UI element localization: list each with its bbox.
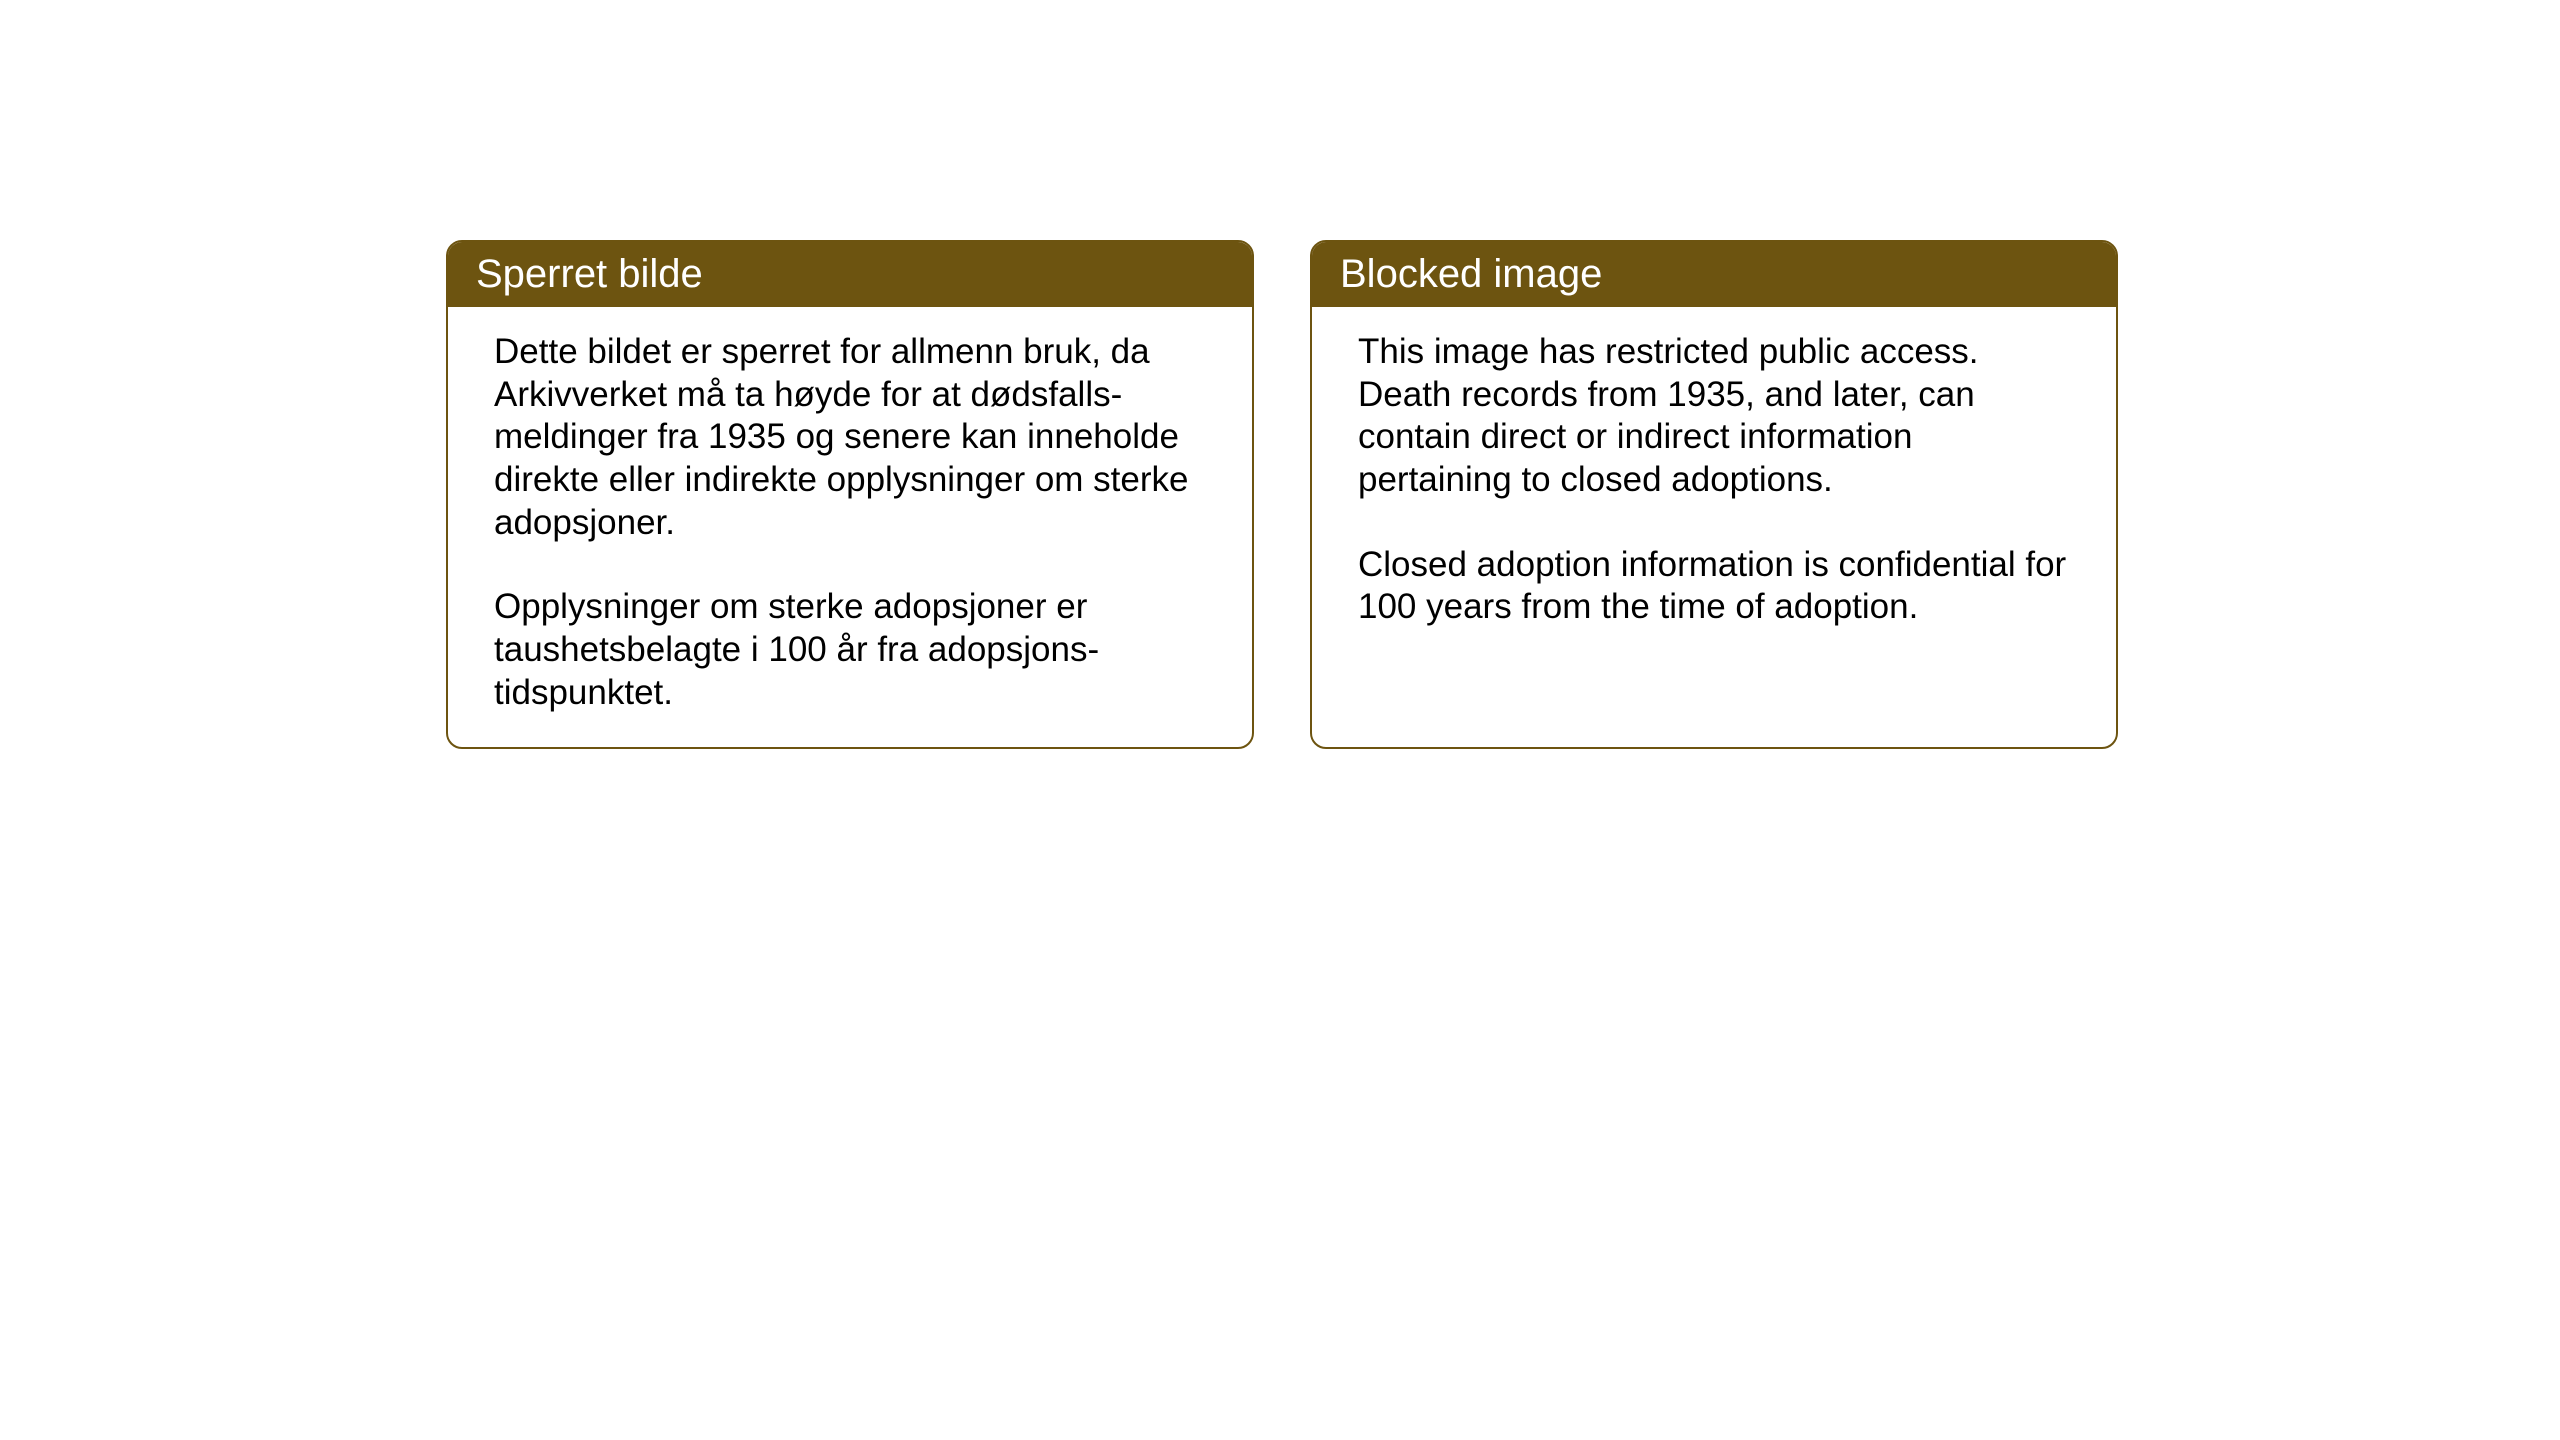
card-paragraph-1-norwegian: Dette bildet er sperret for allmenn bruk… bbox=[494, 331, 1206, 544]
card-body-english: This image has restricted public access.… bbox=[1312, 307, 2116, 747]
notice-card-english: Blocked image This image has restricted … bbox=[1310, 240, 2118, 749]
card-title-english: Blocked image bbox=[1340, 252, 1602, 296]
card-paragraph-2-english: Closed adoption information is confident… bbox=[1358, 544, 2070, 629]
card-body-norwegian: Dette bildet er sperret for allmenn bruk… bbox=[448, 307, 1252, 747]
card-header-english: Blocked image bbox=[1312, 242, 2116, 307]
notice-container: Sperret bilde Dette bildet er sperret fo… bbox=[446, 240, 2118, 749]
card-title-norwegian: Sperret bilde bbox=[476, 252, 703, 296]
card-header-norwegian: Sperret bilde bbox=[448, 242, 1252, 307]
card-paragraph-1-english: This image has restricted public access.… bbox=[1358, 331, 2070, 502]
card-paragraph-2-norwegian: Opplysninger om sterke adopsjoner er tau… bbox=[494, 586, 1206, 714]
notice-card-norwegian: Sperret bilde Dette bildet er sperret fo… bbox=[446, 240, 1254, 749]
